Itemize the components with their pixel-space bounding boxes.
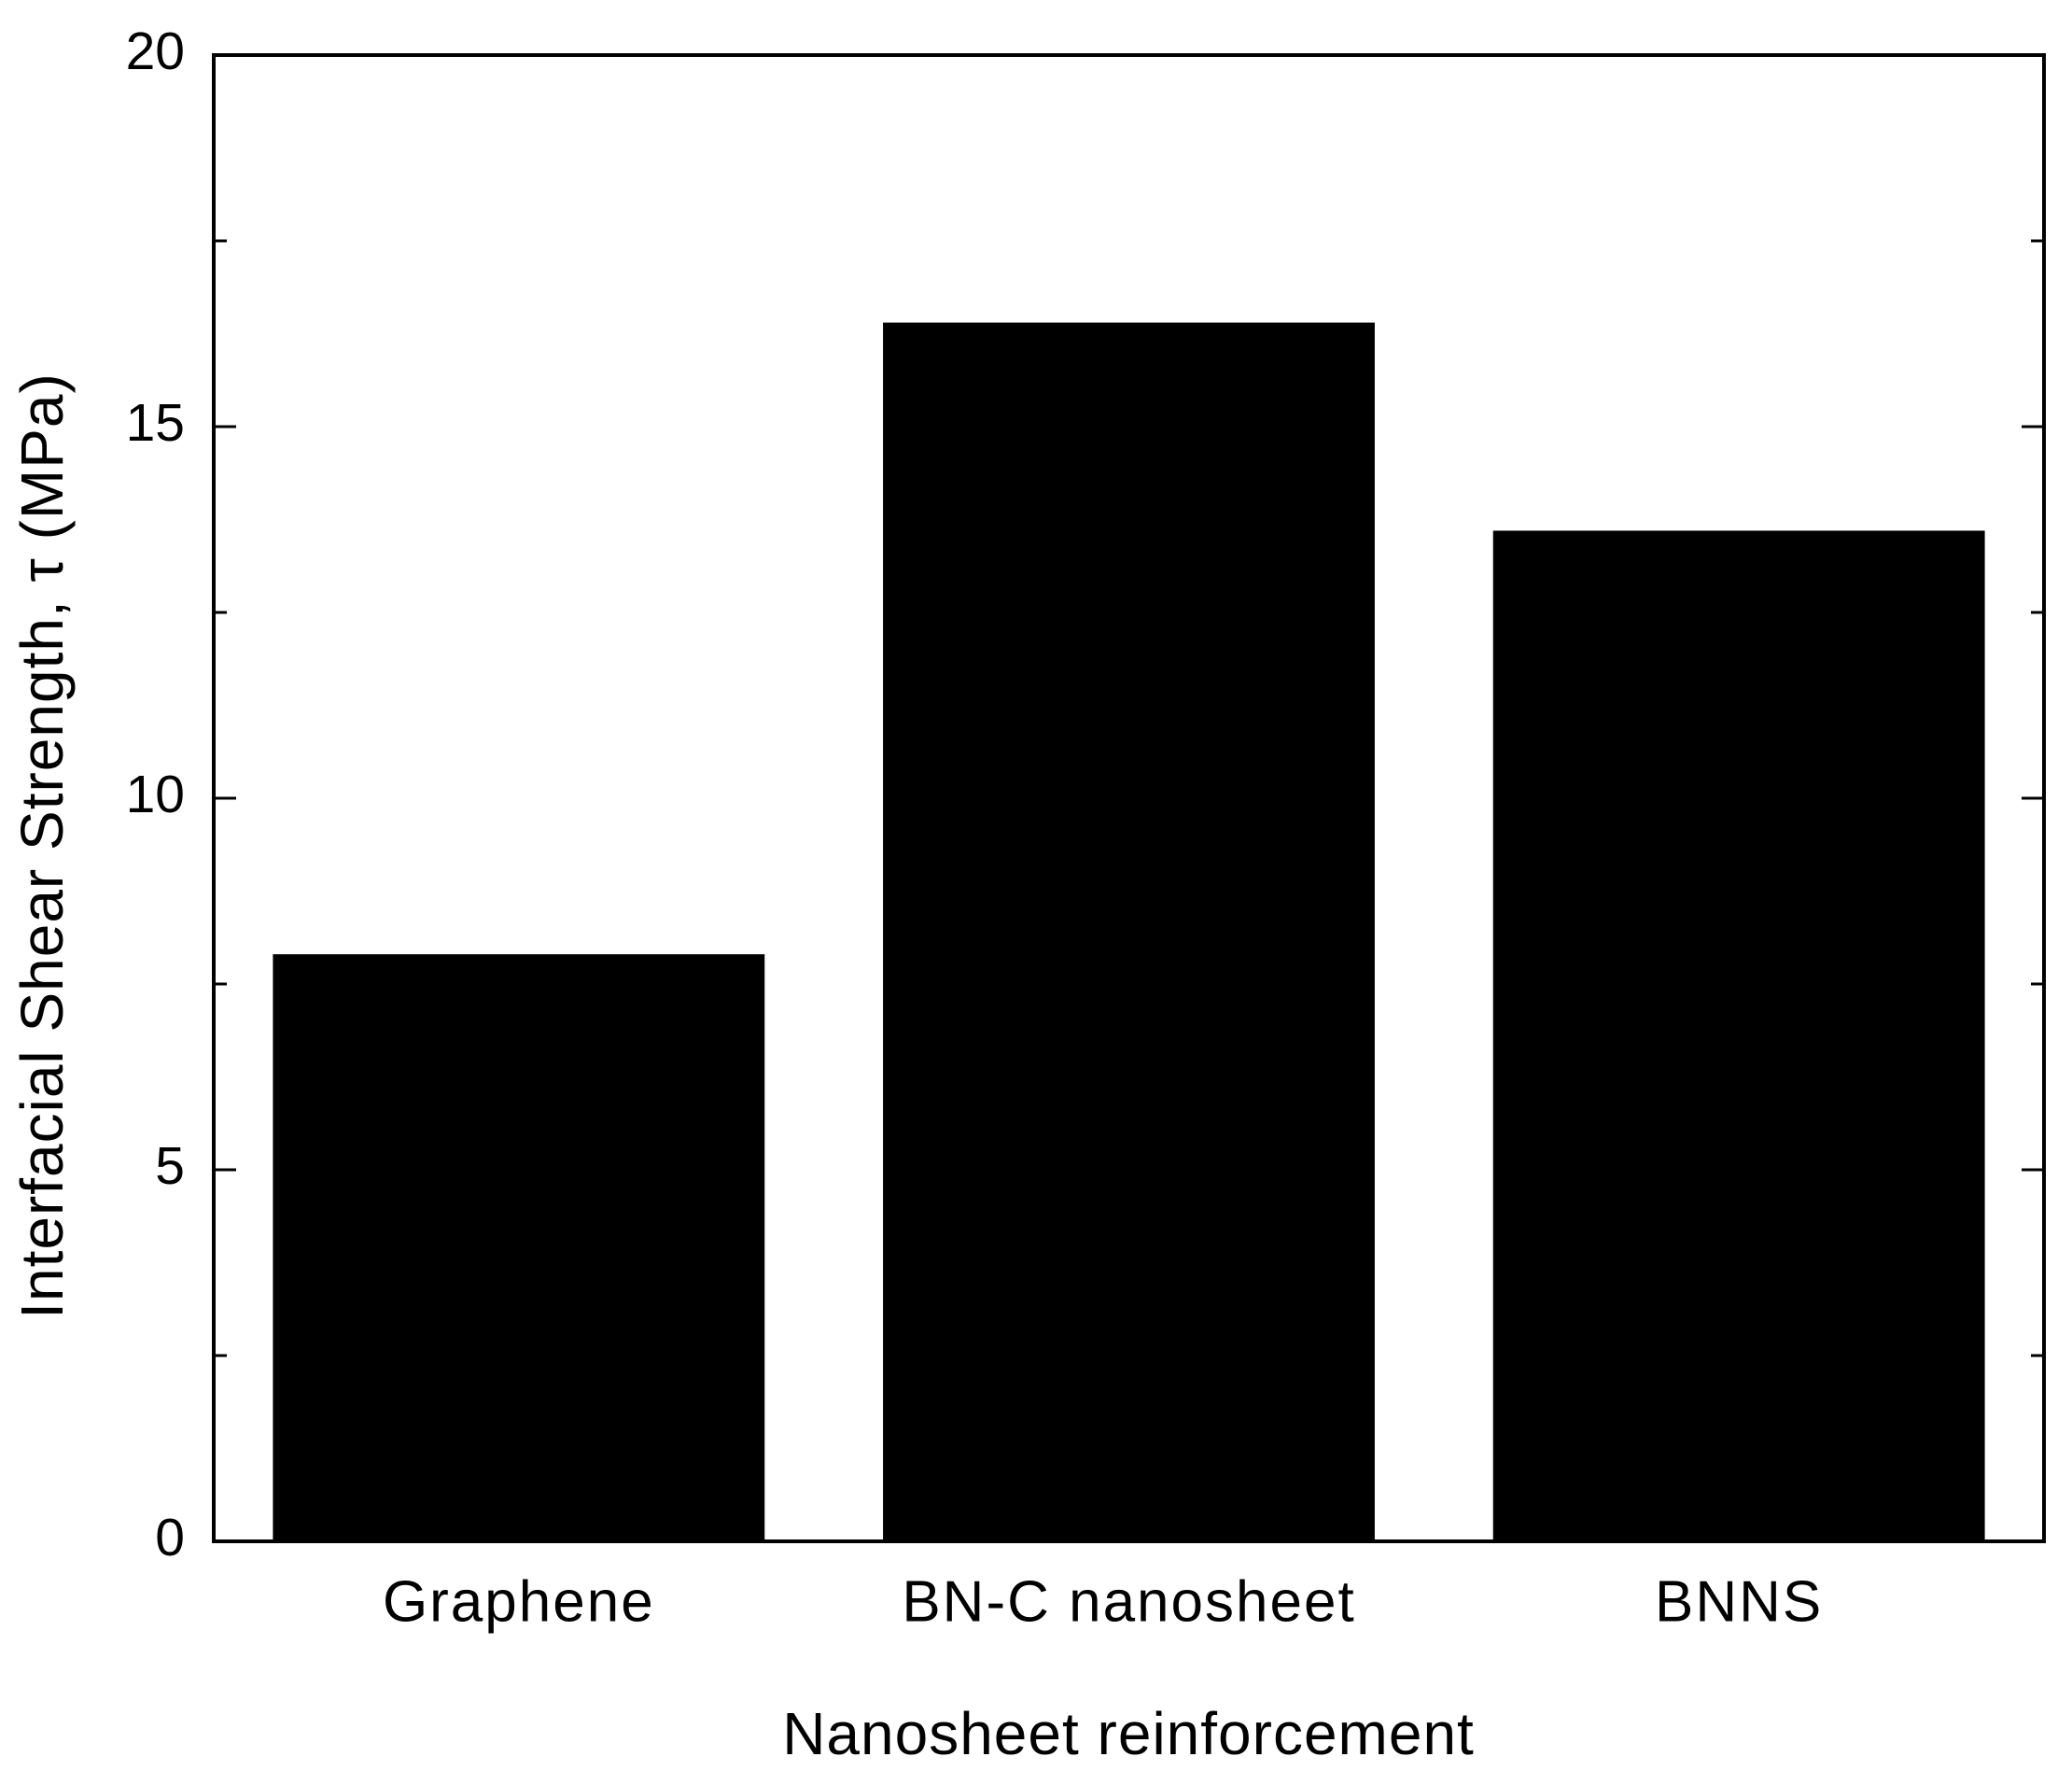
y-tick-label: 10	[126, 765, 185, 824]
y-axis-title: Interfacial Shear Strength, τ (MPa)	[8, 372, 76, 1319]
y-tick-label: 5	[155, 1136, 185, 1196]
x-axis-title: Nanosheet reinforcement	[782, 1700, 1475, 1767]
y-tick-label: 0	[155, 1508, 185, 1567]
bar	[883, 322, 1375, 1541]
y-tick-label: 20	[126, 21, 185, 81]
x-tick-label: BNNS	[1655, 1569, 1823, 1634]
x-tick-label: Graphene	[383, 1569, 655, 1634]
plot-frame	[212, 53, 2046, 1543]
bar	[273, 954, 765, 1541]
y-tick-label: 15	[126, 393, 185, 453]
x-tick-label: BN-C nanosheet	[902, 1569, 1355, 1634]
bar	[1492, 530, 1985, 1542]
